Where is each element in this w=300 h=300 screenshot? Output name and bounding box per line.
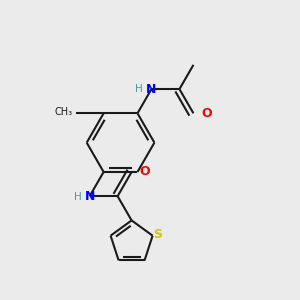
Text: H: H bbox=[136, 83, 143, 94]
Text: H: H bbox=[74, 192, 81, 202]
Text: O: O bbox=[140, 166, 151, 178]
Text: S: S bbox=[153, 228, 162, 241]
Text: N: N bbox=[85, 190, 95, 203]
Text: O: O bbox=[202, 107, 212, 120]
Text: CH₃: CH₃ bbox=[55, 107, 73, 117]
Text: N: N bbox=[146, 82, 157, 96]
